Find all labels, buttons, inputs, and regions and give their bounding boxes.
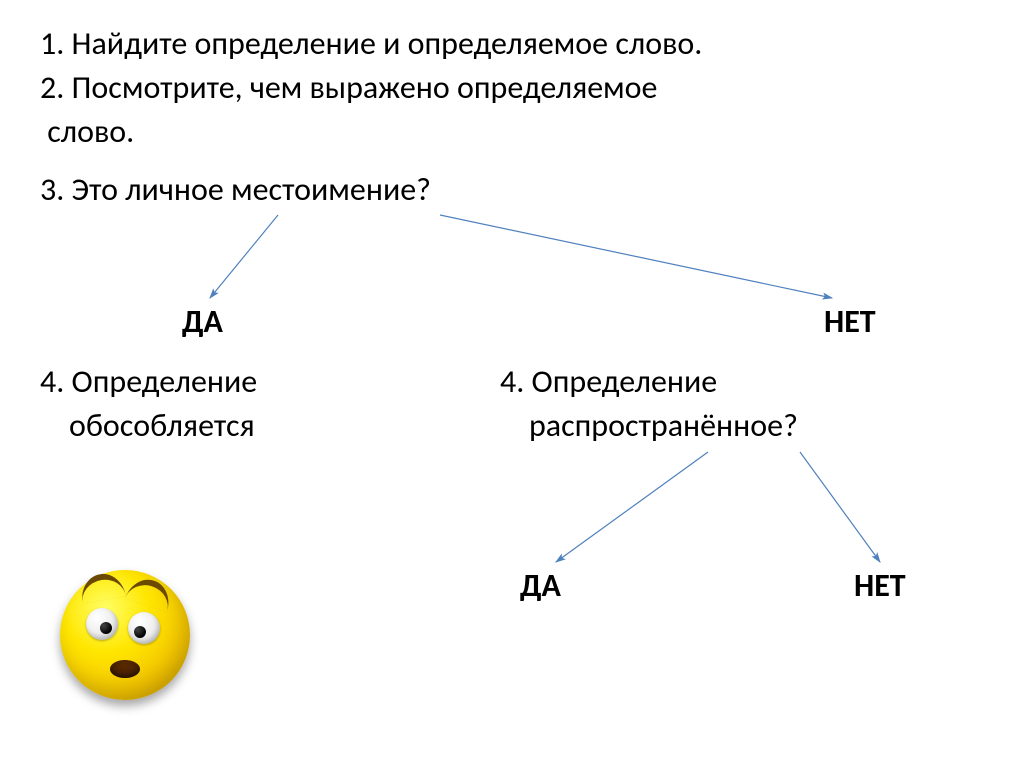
step-4b-line1: 4. Определение bbox=[500, 362, 717, 401]
answer-yes-1: ДА bbox=[182, 302, 223, 341]
slide: 1. Найдите определение и определяемое сл… bbox=[0, 0, 1024, 767]
step-4a-line1: 4. Определение bbox=[40, 362, 257, 401]
step-2-line2: слово. bbox=[40, 112, 134, 151]
smiley-icon bbox=[50, 550, 210, 710]
step-4b-line2: распространённое? bbox=[500, 406, 798, 445]
step-2-line1: 2. Посмотрите, чем выражено определяемое bbox=[40, 68, 657, 107]
step-1: 1. Найдите определение и определяемое сл… bbox=[40, 24, 702, 63]
step-3: 3. Это личное местоимение? bbox=[40, 170, 431, 209]
answer-no-1: НЕТ bbox=[824, 302, 876, 341]
answer-yes-2: ДА bbox=[520, 566, 561, 605]
answer-no-2: НЕТ bbox=[854, 566, 906, 605]
step-4a-line2: обособляется bbox=[40, 406, 255, 445]
